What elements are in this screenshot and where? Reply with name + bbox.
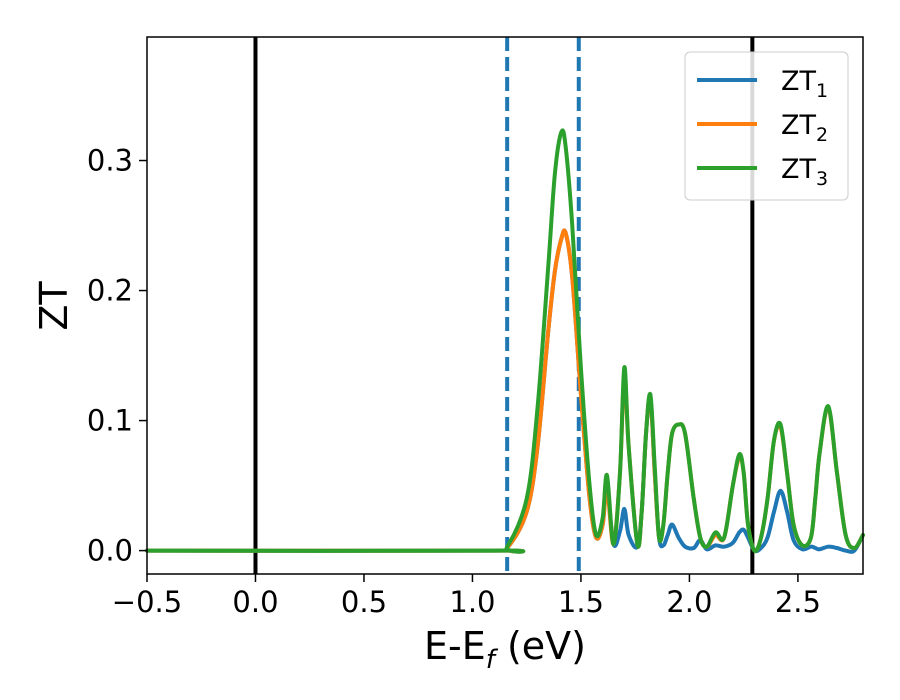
plot-frame [146, 36, 864, 575]
y-axis-ticks: 0.0 0.1 0.2 0.3 [87, 144, 147, 568]
y-tick-label: 0.1 [87, 404, 133, 438]
x-axis-ticks: −0.5 0.0 0.5 1.0 1.5 2.0 2.5 [112, 574, 821, 619]
x-tick-label: 2.5 [775, 585, 821, 619]
x-tick-label: 0.5 [341, 585, 387, 619]
x-tick-label: −0.5 [112, 585, 182, 619]
y-tick-label: 0.0 [87, 534, 133, 568]
x-tick-label: 2.0 [666, 585, 712, 619]
legend-label-1: ZT1 [781, 66, 828, 102]
legend-label-3: ZT3 [781, 154, 828, 190]
x-axis-label: E-Ef (eV) [424, 624, 586, 675]
y-axis-label: ZT [32, 281, 76, 331]
series-lines [145, 128, 865, 554]
y-tick-label: 0.2 [87, 274, 133, 308]
series-line-3 [145, 128, 865, 554]
x-axis-label-tail: (eV) [495, 624, 586, 668]
x-tick-label: 0.0 [232, 585, 278, 619]
vertical-reference-lines [253, 37, 755, 574]
legend-box [684, 51, 849, 201]
x-tick-label: 1.5 [558, 585, 604, 619]
x-axis-label-main: E-E [424, 624, 486, 668]
y-tick-label: 0.3 [87, 144, 133, 178]
legend: ZT1 ZT2 ZT3 [684, 51, 849, 201]
legend-label-2: ZT2 [781, 110, 828, 146]
x-tick-label: 1.0 [449, 585, 495, 619]
